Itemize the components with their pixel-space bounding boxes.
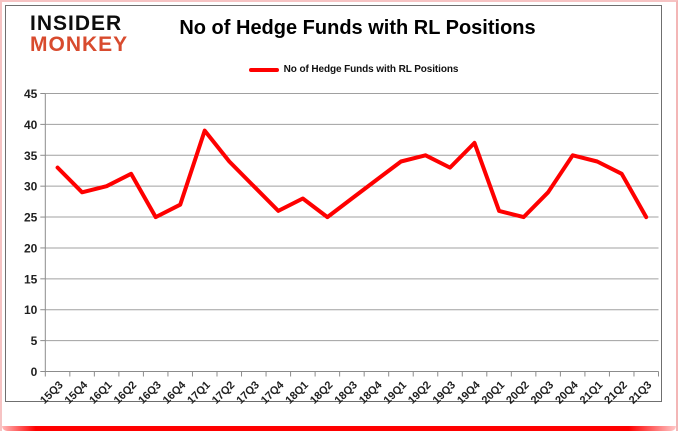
x-tick-label: 15Q3 (38, 379, 66, 407)
x-tick-label: 16Q2 (112, 379, 140, 407)
legend-line-marker-icon (248, 67, 279, 72)
y-tick-label: 10 (24, 303, 38, 317)
y-tick-label: 0 (31, 365, 38, 379)
x-tick-label: 21Q2 (602, 379, 630, 407)
legend: No of Hedge Funds with RL Positions (26, 64, 676, 75)
y-tick-label: 25 (24, 211, 38, 225)
x-tick-label: 20Q3 (529, 379, 557, 407)
x-tick-label: 17Q2 (210, 379, 238, 407)
y-tick-label: 35 (24, 149, 38, 163)
insider-monkey-logo: INSIDER MONKEY (30, 12, 129, 56)
x-tick-label: 21Q1 (578, 379, 606, 407)
logo-monkey-text: MONKEY (30, 32, 129, 56)
x-tick-label: 18Q4 (357, 379, 385, 407)
x-tick-label: 18Q3 (332, 379, 360, 407)
x-tick-label: 20Q4 (553, 379, 581, 407)
x-tick-label: 18Q1 (283, 379, 311, 407)
x-tick-label: 15Q4 (63, 379, 91, 407)
x-tick-label: 17Q3 (234, 379, 262, 407)
x-tick-label: 19Q4 (455, 379, 483, 407)
x-tick-label: 17Q1 (185, 379, 213, 407)
y-tick-label: 5 (31, 334, 38, 348)
line-chart: 0 5 10 15 20 25 30 35 40 45 15Q315Q416Q116Q216Q316… (24, 87, 659, 407)
bottom-red-border (2, 426, 676, 431)
y-tick-label: 45 (24, 87, 38, 101)
y-tick-label: 40 (24, 118, 38, 132)
x-tick-label: 19Q1 (382, 379, 410, 407)
x-tick-label: 17Q4 (259, 379, 287, 407)
x-tick-label: 20Q1 (480, 379, 508, 407)
x-tick-label: 19Q2 (406, 379, 434, 407)
x-tick-label: 18Q2 (308, 379, 336, 407)
chart-area: INSIDER MONKEY No of Hedge Funds with RL… (5, 5, 662, 407)
chart-title: No of Hedge Funds with RL Positions (179, 17, 536, 39)
x-tick-label: 20Q2 (504, 379, 532, 407)
x-tick-label: 19Q3 (431, 379, 459, 407)
x-tick-label: 16Q3 (136, 379, 164, 407)
x-tick-label: 16Q4 (161, 379, 189, 407)
y-tick-label: 30 (24, 180, 38, 194)
legend-label: No of Hedge Funds with RL Positions (283, 64, 459, 75)
logo-insider-text: INSIDER (30, 12, 123, 35)
x-tick-label: 21Q3 (627, 379, 655, 407)
y-tick-label: 20 (24, 241, 38, 255)
y-tick-label: 15 (24, 272, 38, 286)
series-line (55, 128, 649, 220)
x-tick-label: 16Q1 (87, 379, 115, 407)
